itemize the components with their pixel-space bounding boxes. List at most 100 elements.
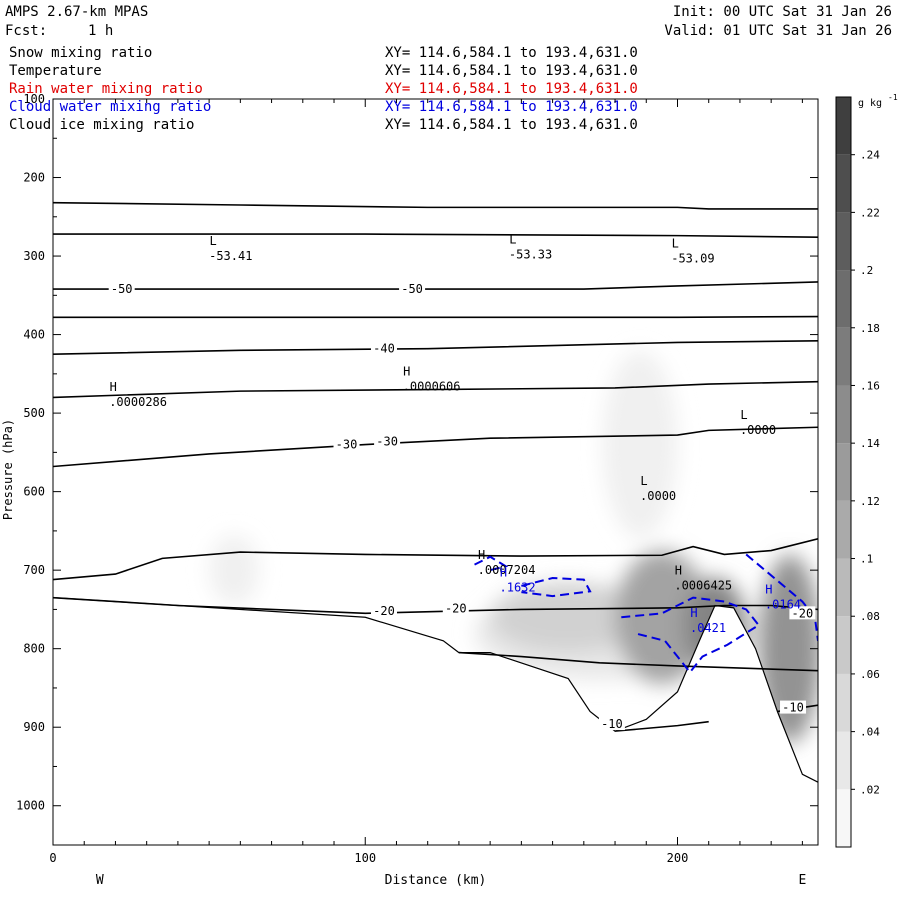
snow-blob [602, 350, 678, 539]
colorbar-tick-label: .04 [860, 726, 880, 739]
temperature-contour [53, 315, 818, 319]
variable-xy: XY= 114.6,584.1 to 193.4,631.0 [385, 81, 638, 97]
temperature-contour [458, 651, 818, 672]
variable-name: Snow mixing ratio [9, 45, 153, 61]
colorbar-tick-label: .02 [860, 783, 880, 796]
colorbar-swatch [836, 731, 851, 790]
temperature-contour [53, 201, 818, 210]
terrain-mask [53, 597, 818, 845]
colorbar-unit-exponent: -1 [888, 93, 898, 102]
colorbar-tick-label: .14 [860, 437, 880, 450]
extremum-letter: H [765, 583, 772, 597]
colorbar-swatch [836, 500, 851, 559]
colorbar-swatch [836, 673, 851, 732]
extremum-letter: H [690, 606, 697, 620]
x-tick-label: 0 [49, 851, 56, 865]
variable-name: Temperature [9, 63, 102, 79]
contour-value-label: -20 [792, 606, 814, 620]
extremum-value: .0000286 [109, 395, 167, 409]
temperature-contour [53, 281, 818, 290]
temperature-contour [53, 426, 818, 468]
variable-xy: XY= 114.6,584.1 to 193.4,631.0 [385, 117, 638, 133]
extremum-letter: L [740, 408, 747, 422]
cloud-water-contour [474, 555, 509, 572]
y-tick-label: 300 [23, 249, 45, 263]
temperature-contour [53, 596, 818, 615]
contour-value-label: -50 [401, 282, 423, 296]
variable-name: Cloud ice mixing ratio [9, 117, 195, 133]
colorbar-swatch [836, 385, 851, 444]
colorbar-tick-label: .06 [860, 668, 880, 681]
temperature-contour [53, 380, 818, 399]
temperature-contour [614, 720, 709, 732]
colorbar-frame [835, 96, 852, 848]
contour-value-label: -10 [601, 717, 623, 731]
contour-value-bg [442, 601, 469, 615]
contour-value-bg [789, 606, 816, 620]
extremum-value: .0007204 [478, 563, 536, 577]
forecast-value: 1 h [88, 23, 114, 39]
contour-value-label: -30 [376, 434, 398, 448]
colorbar-swatch [836, 327, 851, 386]
snow-blob [209, 534, 260, 606]
variable-xy: XY= 114.6,584.1 to 193.4,631.0 [385, 45, 638, 61]
contour-value-bg [333, 437, 360, 451]
x-tick-label: 100 [354, 851, 376, 865]
plot-area: -50 -50-40-30 -30-20 -20 -20-10-10L-53.41L-5… [53, 201, 818, 845]
colorbar-swatch [836, 789, 851, 847]
y-tick-label: 400 [23, 328, 45, 342]
terrain-surface [53, 597, 818, 783]
forecast-label: Fcst: [5, 23, 48, 39]
extremum-value: .0006425 [674, 579, 732, 593]
y-tick-label: 900 [23, 720, 45, 734]
extremum-letter: H [675, 564, 682, 578]
extremum-letter: H [500, 565, 507, 579]
colorbar-unit: g kg [858, 98, 882, 109]
extremum-value: .0421 [690, 621, 726, 635]
contour-value-label: -40 [373, 342, 395, 356]
contour-value-bg [108, 282, 135, 296]
colorbar-swatch [836, 97, 851, 155]
variable-xy: XY= 114.6,584.1 to 193.4,631.0 [385, 63, 638, 79]
colorbar-tick-label: .16 [860, 379, 880, 392]
colorbar-tick-label: .24 [860, 149, 880, 162]
y-tick-label: 200 [23, 171, 45, 185]
snow-blob [490, 581, 647, 653]
colorbar-tick-label: .08 [860, 610, 880, 623]
y-tick-label: 800 [23, 642, 45, 656]
contour-value-bg [370, 603, 397, 617]
contour-value-bg [598, 717, 625, 731]
contour-value-label: -20 [445, 602, 467, 616]
colorbar-tick-label: .2 [860, 264, 873, 277]
x-tick-label: 200 [667, 851, 689, 865]
extremum-letter: H [110, 380, 117, 394]
extremum-value: .1632 [500, 580, 536, 594]
model-title: AMPS 2.67-km MPAS [5, 4, 149, 20]
colorbar-swatch [836, 154, 851, 213]
valid-time: Valid: 01 UTC Sat 31 Jan 26 [664, 23, 892, 39]
y-tick-label: 600 [23, 485, 45, 499]
colorbar-tick-label: .18 [860, 322, 880, 335]
x-axis-label: Distance (km) [385, 873, 487, 888]
init-time: Init: 00 UTC Sat 31 Jan 26 [672, 4, 892, 20]
extremum-value: -53.41 [209, 249, 252, 263]
contour-value-label: -20 [373, 604, 395, 618]
contour-value-label: -50 [111, 282, 133, 296]
extremum-value: .0000606 [403, 379, 461, 393]
extremum-value: .0000 [740, 423, 776, 437]
contour-value-bg [780, 700, 807, 714]
extremum-letter: H [478, 548, 485, 562]
cloud-water-contour [521, 577, 592, 598]
temperature-contour [53, 340, 818, 356]
y-tick-label: 700 [23, 563, 45, 577]
contour-value-label: -10 [782, 701, 804, 715]
contour-value-label: -30 [336, 438, 358, 452]
snow-blob [615, 550, 709, 685]
extremum-value: .0164 [765, 598, 801, 612]
colorbar-tick-label: .12 [860, 495, 880, 508]
y-axis-label: Pressure (hPa) [1, 419, 15, 520]
extremum-value: .0000 [640, 489, 676, 503]
west-label: W [96, 873, 104, 888]
extremum-letter: L [509, 232, 516, 246]
